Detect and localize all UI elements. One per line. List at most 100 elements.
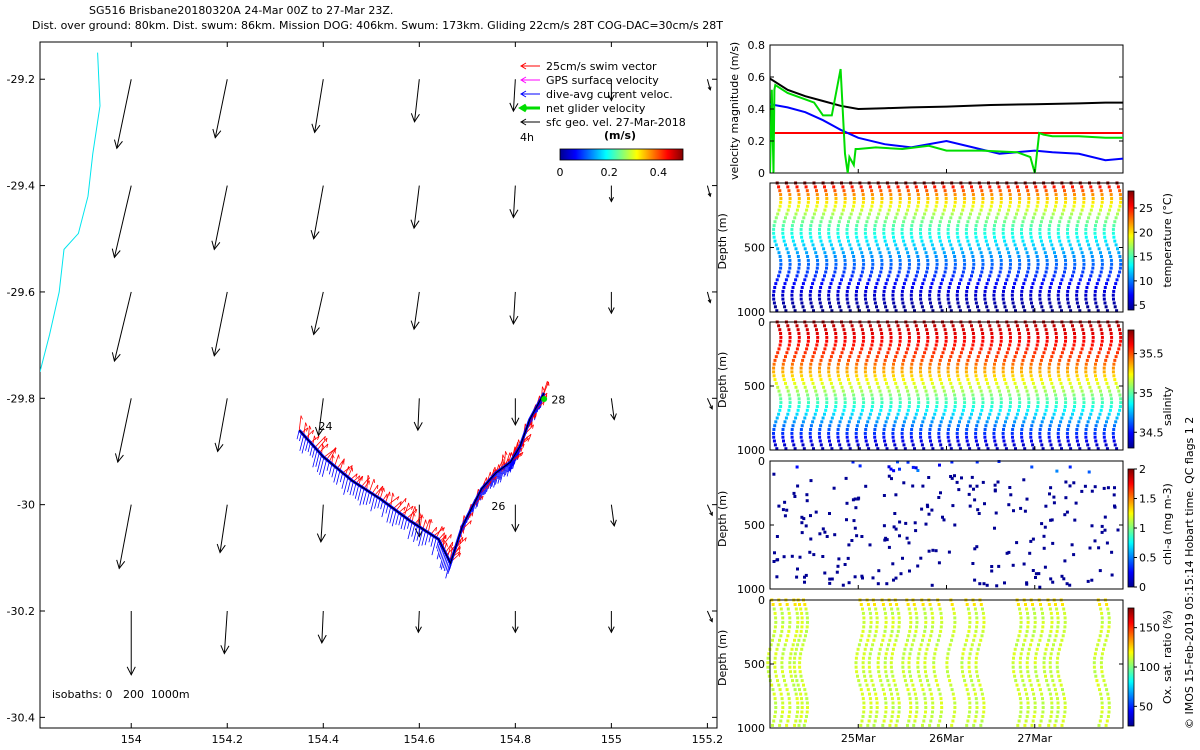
data-point — [993, 439, 997, 443]
data-point — [787, 408, 791, 412]
data-point — [841, 208, 845, 212]
data-point — [1056, 611, 1059, 615]
data-point — [864, 679, 868, 683]
data-point — [1114, 216, 1118, 220]
geo-vector-head — [113, 139, 123, 150]
data-point — [993, 235, 996, 239]
data-point — [935, 258, 939, 262]
x-tick-label: 26Mar — [929, 732, 964, 745]
data-point — [938, 463, 941, 467]
data-point — [890, 607, 894, 611]
data-point — [1007, 389, 1011, 393]
data-point — [1050, 647, 1054, 651]
data-point — [1025, 497, 1029, 501]
data-point — [787, 204, 791, 208]
data-point — [884, 443, 888, 447]
data-point — [774, 243, 778, 247]
data-point — [891, 366, 895, 370]
data-point — [952, 697, 956, 701]
data-point — [922, 719, 926, 723]
data-point — [805, 629, 808, 633]
data-point — [856, 220, 860, 224]
data-point — [946, 428, 950, 431]
data-point — [1023, 447, 1027, 451]
data-point — [908, 629, 912, 633]
data-point — [975, 424, 979, 428]
data-point — [924, 701, 928, 705]
data-point — [841, 274, 845, 278]
data-point — [805, 328, 809, 332]
data-point — [795, 465, 799, 469]
data-point — [1085, 239, 1089, 243]
current-vector — [440, 552, 446, 570]
velocity-series-net-glider — [770, 68, 1123, 173]
data-point — [909, 710, 912, 714]
data-point — [788, 258, 792, 262]
data-point — [772, 362, 776, 366]
current-vector — [301, 437, 307, 454]
data-point — [861, 405, 865, 408]
data-point — [943, 408, 947, 412]
data-point — [827, 435, 831, 439]
data-point — [879, 328, 883, 332]
data-point — [1023, 509, 1027, 513]
swim-vector-head — [511, 452, 513, 457]
data-point — [1068, 243, 1072, 247]
data-point — [975, 701, 979, 705]
geo-vector-head — [610, 413, 617, 421]
data-point — [1043, 208, 1047, 212]
data-point — [930, 305, 934, 309]
data-point — [891, 625, 895, 629]
data-point — [825, 258, 829, 262]
data-point — [877, 247, 881, 251]
data-point — [967, 715, 971, 718]
data-point — [1020, 370, 1023, 374]
data-point — [900, 366, 904, 370]
data-point — [1038, 374, 1042, 378]
data-point — [1043, 565, 1047, 569]
swim-vector-head — [421, 514, 424, 519]
data-point — [1022, 355, 1026, 359]
data-point — [1066, 362, 1070, 366]
data-point — [898, 258, 902, 262]
data-point — [958, 243, 962, 247]
data-point — [909, 227, 913, 231]
data-point — [794, 247, 798, 251]
data-point — [1044, 674, 1047, 678]
data-point — [1081, 204, 1085, 208]
data-point — [966, 443, 970, 447]
data-point — [916, 328, 919, 332]
data-point — [979, 274, 983, 278]
data-point — [1073, 262, 1077, 266]
data-point — [919, 643, 923, 647]
data-point — [1014, 278, 1018, 282]
data-point — [827, 224, 831, 228]
data-point — [883, 220, 887, 224]
data-point — [1088, 278, 1091, 282]
data-point — [786, 274, 790, 278]
data-point — [880, 335, 884, 339]
data-point — [967, 611, 971, 615]
data-point — [1022, 282, 1026, 286]
data-point — [789, 652, 793, 656]
data-point — [1071, 251, 1075, 255]
data-point — [1060, 309, 1063, 313]
swim-vector-head — [443, 539, 446, 544]
data-point — [1003, 239, 1007, 243]
data-point — [926, 397, 930, 401]
data-point — [806, 393, 810, 397]
data-point — [804, 185, 808, 189]
data-point — [1100, 262, 1104, 266]
data-point — [842, 328, 846, 332]
data-point — [824, 204, 828, 208]
data-point — [890, 697, 894, 701]
data-point — [1005, 351, 1009, 355]
y-tick-label: 500 — [744, 380, 765, 393]
x-tick-label: 154.8 — [500, 733, 532, 746]
data-point — [857, 643, 861, 647]
data-point — [849, 278, 853, 282]
swim-vector-head — [461, 537, 464, 542]
data-point — [891, 611, 894, 615]
data-point — [855, 374, 859, 378]
data-point — [1025, 324, 1029, 328]
